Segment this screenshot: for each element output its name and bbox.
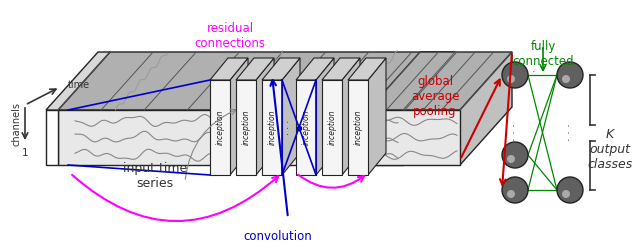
Circle shape [507,75,515,83]
Polygon shape [262,58,300,80]
Text: · · ·: · · · [520,67,535,77]
Polygon shape [316,58,334,175]
Polygon shape [58,110,403,165]
Circle shape [507,155,515,163]
Text: inception: inception [353,110,362,145]
Circle shape [557,62,583,88]
Polygon shape [322,80,342,175]
Polygon shape [403,52,455,165]
Text: inception: inception [328,110,337,145]
Polygon shape [348,80,368,175]
Text: inception: inception [268,110,276,145]
Circle shape [557,177,583,203]
Text: K
output
classes: K output classes [588,128,632,172]
Polygon shape [46,110,58,165]
Polygon shape [368,110,460,165]
Circle shape [502,177,528,203]
Text: · · ·: · · · [565,123,575,141]
Text: 1: 1 [22,148,28,158]
Polygon shape [210,58,248,80]
Text: channels: channels [12,102,22,146]
Text: convolution: convolution [244,230,312,243]
Polygon shape [342,58,360,175]
Text: residual
connections: residual connections [195,22,266,50]
Circle shape [502,62,528,88]
Text: global
average
pooling: global average pooling [411,75,460,118]
Text: inception: inception [216,110,225,145]
Polygon shape [236,58,274,80]
Polygon shape [460,52,512,165]
Text: · · ·: · · · [510,123,520,141]
Polygon shape [322,58,360,80]
Polygon shape [282,58,300,175]
Circle shape [562,75,570,83]
Text: inception: inception [241,110,250,145]
Polygon shape [296,58,334,80]
Text: · · ·: · · · [284,120,294,135]
Polygon shape [368,58,386,175]
Polygon shape [348,58,386,80]
Polygon shape [46,52,110,110]
Polygon shape [230,58,248,175]
Text: time: time [68,80,90,90]
Polygon shape [256,58,274,175]
Circle shape [562,190,570,198]
Text: input time
series: input time series [123,162,187,190]
Text: inception: inception [301,110,310,145]
Polygon shape [236,80,256,175]
Polygon shape [210,80,230,175]
Polygon shape [368,52,512,110]
Polygon shape [296,80,316,175]
Polygon shape [58,52,455,110]
Text: fully
connected: fully connected [512,40,574,68]
Circle shape [502,142,528,168]
Circle shape [507,190,515,198]
Polygon shape [262,80,282,175]
